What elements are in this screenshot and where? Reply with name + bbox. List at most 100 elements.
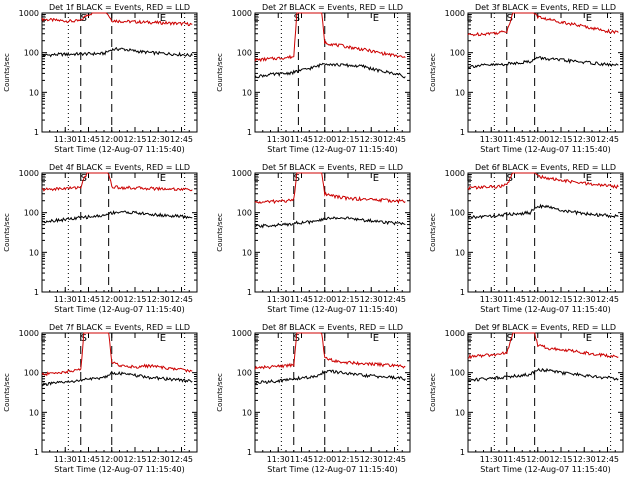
x-axis-label: Start Time (12-Aug-07 11:15:40): [267, 305, 398, 314]
y-tick-label: 10: [455, 408, 465, 417]
x-tick-label: 11:30: [267, 295, 290, 304]
y-tick-label: 1000: [232, 9, 252, 18]
chart-svg: Det 7f BLACK = Events, RED = LLD 1 10 100 10…: [3, 323, 198, 474]
y-tick-label: 10: [29, 88, 39, 97]
events-series-line: [41, 210, 193, 224]
x-tick-label: 12:00: [100, 135, 123, 144]
x-tick-label: 11:30: [267, 135, 290, 144]
x-tick-label: 12:45: [170, 135, 193, 144]
x-tick-label: 11:45: [290, 135, 313, 144]
x-tick-label: 12:30: [147, 135, 170, 144]
region-marker-label: E: [160, 13, 166, 24]
y-tick-label: 1000: [232, 169, 252, 178]
y-tick-label: 10: [242, 88, 252, 97]
region-marker-label: E: [586, 13, 592, 24]
region-marker-label: E: [466, 333, 472, 344]
chart-svg: Det 4f BLACK = Events, RED = LLD 1 10 100 10…: [3, 163, 198, 314]
region-marker-label: S: [294, 173, 300, 184]
x-tick-label: 12:00: [100, 295, 123, 304]
region-marker-label: E: [253, 13, 259, 24]
x-tick-label: 12:15: [549, 295, 572, 304]
detector-panel-6: Det 6f BLACK = Events, RED = LLD 1 10 100 10…: [426, 160, 639, 320]
y-tick-label: 1000: [445, 329, 465, 338]
detector-panel-2: Det 2f BLACK = Events, RED = LLD 1 10 100 10…: [213, 0, 426, 160]
chart-svg: Det 9f BLACK = Events, RED = LLD 1 10 100 10…: [429, 323, 624, 474]
region-marker-label: E: [373, 173, 379, 184]
events-series-line: [467, 56, 619, 69]
x-tick-label: 11:45: [503, 295, 526, 304]
y-tick-label: 10: [242, 248, 252, 257]
y-tick-label: 1: [34, 448, 39, 457]
chart-title: Det 4f BLACK = Events, RED = LLD: [49, 163, 190, 172]
y-tick-label: 100: [237, 209, 252, 218]
chart-title: Det 5f BLACK = Events, RED = LLD: [262, 163, 403, 172]
x-tick-label: 11:30: [54, 135, 77, 144]
x-tick-label: 12:45: [596, 455, 619, 464]
plot-frame: [41, 12, 198, 133]
events-series-line: [254, 62, 406, 79]
y-tick-label: 1000: [445, 169, 465, 178]
y-tick-label: 1: [460, 448, 465, 457]
y-tick-label: 1000: [232, 329, 252, 338]
x-tick-label: 12:00: [313, 455, 336, 464]
lld-series-line: [254, 172, 406, 205]
region-marker-label: E: [40, 13, 46, 24]
y-tick-label: 10: [29, 248, 39, 257]
y-tick-label: 1: [247, 128, 252, 137]
y-tick-label: 100: [237, 369, 252, 378]
x-tick-label: 12:15: [549, 455, 572, 464]
chart-title: Det 6f BLACK = Events, RED = LLD: [475, 163, 616, 172]
region-marker-label: E: [586, 173, 592, 184]
x-tick-label: 12:45: [383, 295, 406, 304]
x-tick-label: 12:00: [526, 135, 549, 144]
x-tick-label: 12:00: [313, 295, 336, 304]
x-tick-label: 11:45: [77, 455, 100, 464]
x-tick-label: 12:30: [573, 455, 596, 464]
region-marker-label: S: [507, 13, 513, 24]
lld-series-line: [42, 172, 193, 192]
y-tick-label: 10: [455, 88, 465, 97]
plot-frame: [254, 172, 411, 293]
y-axis-label: Counts/sec: [3, 213, 11, 252]
y-tick-label: 1000: [19, 9, 39, 18]
lld-series-line: [467, 172, 619, 191]
x-tick-label: 12:00: [100, 455, 123, 464]
x-tick-label: 11:45: [77, 295, 100, 304]
y-tick-label: 1000: [19, 169, 39, 178]
y-axis-label: Counts/sec: [429, 213, 437, 252]
y-tick-label: 1: [247, 448, 252, 457]
chart-title: Det 8f BLACK = Events, RED = LLD: [262, 323, 403, 332]
y-axis-label: Counts/sec: [216, 373, 224, 412]
x-tick-label: 12:15: [336, 135, 359, 144]
detector-panel-1: Det 1f BLACK = Events, RED = LLD 1 10 100 10…: [0, 0, 213, 160]
region-marker-label: S: [507, 333, 513, 344]
x-tick-label: 12:45: [383, 455, 406, 464]
x-tick-label: 12:30: [573, 135, 596, 144]
y-tick-label: 1: [247, 288, 252, 297]
x-tick-label: 11:45: [290, 295, 313, 304]
events-series-line: [41, 46, 193, 58]
y-tick-label: 1000: [19, 329, 39, 338]
x-tick-label: 11:30: [54, 455, 77, 464]
events-series-line: [254, 216, 406, 229]
x-axis-label: Start Time (12-Aug-07 11:15:40): [267, 145, 398, 154]
plot-frame: [467, 332, 624, 453]
plot-frame: [41, 332, 198, 453]
events-series-line: [41, 370, 193, 387]
x-tick-label: 12:30: [573, 295, 596, 304]
y-tick-label: 100: [24, 369, 39, 378]
region-marker-label: S: [81, 13, 87, 24]
x-axis-label: Start Time (12-Aug-07 11:15:40): [267, 465, 398, 474]
y-tick-label: 100: [24, 49, 39, 58]
x-tick-label: 11:45: [290, 455, 313, 464]
x-tick-label: 12:15: [123, 135, 146, 144]
detector-panel-5: Det 5f BLACK = Events, RED = LLD 1 10 100 10…: [213, 160, 426, 320]
region-marker-label: E: [373, 333, 379, 344]
x-tick-label: 12:30: [147, 295, 170, 304]
y-axis-label: Counts/sec: [216, 53, 224, 92]
x-tick-label: 12:15: [123, 295, 146, 304]
y-axis-label: Counts/sec: [3, 53, 11, 92]
chart-svg: Det 6f BLACK = Events, RED = LLD 1 10 100 10…: [429, 163, 624, 314]
y-axis-label: Counts/sec: [216, 213, 224, 252]
